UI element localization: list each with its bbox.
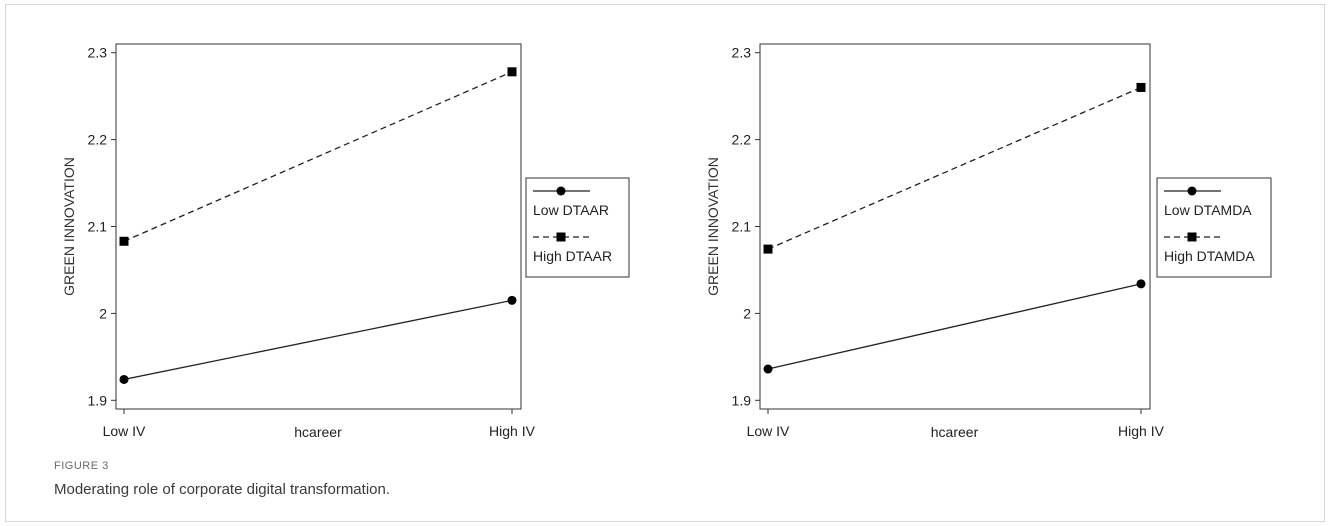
chart2-legend-key-circle — [1187, 186, 1197, 196]
chart1-point-square — [119, 236, 129, 246]
chart2-y-tick-label: 2.3 — [732, 45, 752, 61]
chart1-y-tick-label: 2.2 — [88, 132, 108, 148]
figure-label: FIGURE 3 — [54, 460, 109, 472]
chart2-y-axis-label: GREEN INNOVATION — [705, 157, 721, 296]
figure-caption: Moderating role of corporate digital tra… — [54, 481, 391, 498]
chart1-plot-area — [115, 43, 522, 410]
chart2-x-tick-label: High IV — [1118, 423, 1165, 439]
chart2-y-tick-label: 2 — [743, 305, 751, 321]
chart2-x-tick-label: Low IV — [747, 423, 790, 439]
chart2-plot-area — [759, 43, 1151, 410]
chart2-y-tick-label: 2.2 — [732, 132, 752, 148]
chart1-y-tick-label: 2.3 — [88, 45, 108, 61]
chart2-legend-box — [1156, 177, 1272, 278]
chart2-series-line-1 — [767, 283, 1142, 370]
chart2-point-square — [1136, 82, 1146, 92]
chart2-legend-label: High DTAMDA — [1164, 248, 1255, 264]
chart1-legend-label: High DTAAR — [533, 248, 612, 264]
figure-frame — [5, 4, 1325, 522]
chart2-legend-key-square — [1187, 232, 1197, 242]
chart2-point-square — [763, 244, 773, 254]
chart2-series-line-2 — [767, 86, 1142, 250]
chart1-legend-box — [525, 177, 630, 278]
chart2-y-tick-label: 1.9 — [732, 392, 752, 408]
chart1-x-tick-label: Low IV — [103, 423, 146, 439]
chart1-y-tick-label: 1.9 — [88, 392, 108, 408]
chart1-legend-key-circle — [556, 186, 566, 196]
chart2-legend-label: Low DTAMDA — [1164, 202, 1252, 218]
chart1-point-square — [507, 67, 517, 77]
chart1-legend-key-square — [556, 232, 566, 242]
chart1-legend-label: Low DTAAR — [533, 202, 609, 218]
chart1-point-circle — [507, 295, 517, 305]
chart1-y-tick-label: 2.1 — [88, 219, 108, 235]
chart1-series-line-1 — [123, 299, 513, 381]
chart1-point-circle — [119, 374, 129, 384]
chart2-point-circle — [763, 364, 773, 374]
chart2-point-circle — [1136, 279, 1146, 289]
chart2-x-axis-label: hcareer — [931, 424, 979, 440]
chart1-series-line-2 — [123, 71, 513, 242]
chart1-x-axis-label: hcareer — [294, 424, 342, 440]
chart2-y-tick-label: 2.1 — [732, 219, 752, 235]
chart1-y-axis-label: GREEN INNOVATION — [61, 157, 77, 296]
chart1-y-tick-label: 2 — [99, 305, 107, 321]
chart1-x-tick-label: High IV — [489, 423, 536, 439]
